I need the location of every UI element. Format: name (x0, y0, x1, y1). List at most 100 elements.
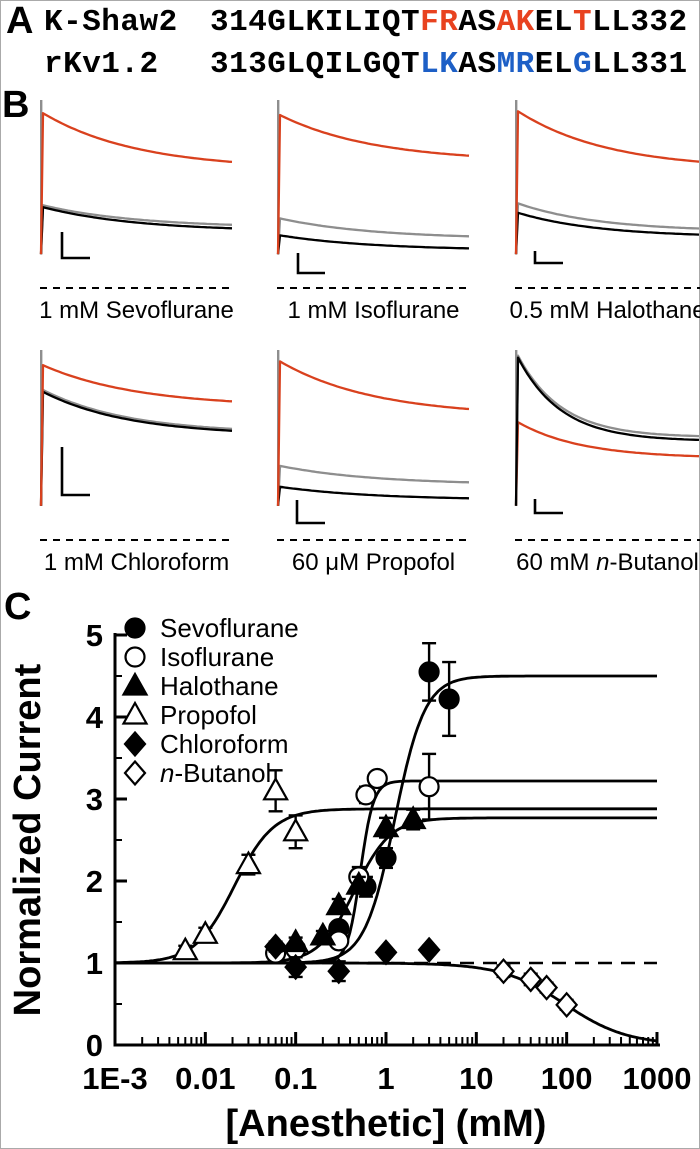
fit-curve-n-Butanol (115, 961, 658, 1043)
sequence-alignment: K-Shaw2 314GLKILIQTFRASAKELTLL332 rKv1.2 31… (44, 2, 688, 86)
series-Halothane (282, 805, 427, 953)
current-trace-trace_red (276, 360, 470, 506)
trace-subpanel: 1 mM Isoflurane (276, 100, 470, 324)
current-trace-black (39, 390, 233, 506)
x-tick-label: 10 (459, 1061, 493, 1096)
circle-marker (438, 688, 460, 710)
diamond-marker (417, 936, 441, 964)
current-trace-trace_gray (514, 202, 700, 255)
diamond-marker (123, 759, 147, 787)
current-trace-trace_gray (39, 388, 233, 506)
trace-caption: 1 mM Isoflurane (287, 297, 459, 324)
sequence-segment: 313GLQILGQT (210, 47, 421, 82)
x-tick-label: 1 (377, 1061, 394, 1096)
current-trace-trace_gray (276, 464, 470, 506)
circle-marker (355, 784, 377, 806)
current-trace-trace_red (39, 112, 233, 255)
diamond-marker (492, 958, 515, 985)
sequence-segment: 314GLKILIQT (210, 5, 421, 40)
panel-b-label: B (2, 84, 30, 126)
y-tick-label: 1 (86, 946, 103, 981)
sequence-segment: MR (496, 47, 535, 82)
scale-bar (295, 500, 325, 525)
circle-marker (124, 617, 146, 639)
current-trace-trace_red (514, 110, 700, 255)
trace-subpanel: 1 mM Sevoflurane (39, 100, 234, 324)
legend-item-n-Butanol: n-Butanol (123, 758, 271, 788)
y-tick-label: 5 (86, 618, 103, 653)
circle-marker (375, 847, 397, 869)
current-traces-panel: 1 mM Sevoflurane 1 mM Isoflurane 0.5 mM Ha… (39, 100, 700, 576)
sequence-row: rKv1.2 313GLQILGQTLKASMRELGLL331 (44, 44, 688, 86)
sequence-segment: LL331 (592, 47, 688, 82)
trace-subpanel: 60 mM n-Butanol (514, 350, 700, 576)
diamond-marker (264, 933, 288, 960)
diamond-marker (555, 991, 579, 1018)
dose-response-chart: 0 1 2 3 4 5 1E-3 0.01 0.1 1 10 100 1000 [Anesthetic] … (7, 613, 691, 1145)
legend: SevofluraneIsofluraneHalothanePropofolCh… (121, 613, 299, 788)
current-trace-trace_gray (39, 204, 233, 255)
sequence-name: K-Shaw2 (44, 5, 178, 40)
legend-item-Halothane: Halothane (121, 671, 279, 701)
y-tick-label: 3 (86, 782, 103, 817)
triangle-marker (171, 936, 199, 961)
trace-caption: 60 μM Propofol (292, 549, 455, 576)
panel-c-label: C (4, 586, 32, 628)
diamond-marker (284, 953, 308, 981)
trace-caption: 0.5 mM Halothane (509, 297, 700, 324)
current-trace-black (514, 211, 700, 255)
current-trace-trace_gray (514, 354, 700, 506)
panel-a-label: A (6, 0, 34, 42)
trace-subpanel: 1 mM Chloroform (39, 350, 233, 576)
series-Chloroform (264, 933, 441, 985)
series-Propofol (171, 769, 310, 961)
current-trace-trace_red (514, 421, 700, 506)
x-axis-title: [Anesthetic] (mM) (226, 1103, 547, 1145)
triangle-marker (399, 805, 427, 830)
trace-caption: 1 mM Sevoflurane (39, 297, 234, 324)
triangle-marker (282, 817, 310, 842)
series-n-Butanol (492, 958, 579, 1018)
x-tick-label: 0.01 (175, 1061, 235, 1096)
circle-marker (124, 646, 146, 668)
sequence-segment: EL (534, 5, 574, 40)
current-trace-black (39, 206, 233, 255)
diamond-marker (123, 730, 147, 758)
trace-subpanel: 60 μM Propofol (276, 350, 470, 576)
diamond-marker (519, 966, 543, 993)
trace-subpanel: 0.5 mM Halothane (509, 100, 700, 324)
diamond-marker (374, 939, 398, 966)
legend-label: Halothane (160, 671, 279, 701)
legend-label: Propofol (160, 700, 257, 730)
scale-bar (60, 447, 90, 497)
sequence-segment: AS (458, 47, 497, 82)
legend-item-Chloroform: Chloroform (123, 729, 289, 759)
legend-item-Isoflurane: Isoflurane (124, 642, 274, 672)
diamond-marker (535, 974, 559, 1001)
triangle-marker (121, 671, 149, 696)
scale-bar (533, 251, 563, 265)
trace-caption: 60 mM n-Butanol (516, 549, 699, 576)
scale-bar (60, 232, 90, 260)
sequence-segment: EL (534, 47, 574, 82)
current-trace-trace_gray (276, 217, 470, 255)
scale-bar (296, 253, 325, 275)
triangle-marker (372, 813, 400, 838)
triangle-marker (345, 870, 373, 895)
sequence-segment: AS (458, 5, 497, 40)
triangle-marker (325, 891, 353, 916)
circle-marker (366, 767, 388, 790)
sequence-segment: AK (496, 5, 535, 40)
y-tick-label: 2 (86, 864, 103, 899)
legend-item-Propofol: Propofol (121, 700, 257, 730)
y-axis-title: Normalized Current (7, 663, 49, 1016)
triangle-marker (262, 776, 289, 801)
x-tick-label: 100 (541, 1061, 593, 1096)
scale-bar (533, 499, 563, 515)
triangle-marker (235, 850, 262, 875)
sequence-segment: G (573, 47, 593, 82)
circle-marker (418, 776, 440, 798)
series-Isoflurane (265, 752, 440, 964)
current-trace-trace_red (276, 113, 470, 255)
